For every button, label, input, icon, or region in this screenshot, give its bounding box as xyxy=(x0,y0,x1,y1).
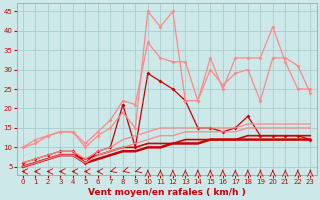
X-axis label: Vent moyen/en rafales ( km/h ): Vent moyen/en rafales ( km/h ) xyxy=(88,188,245,197)
